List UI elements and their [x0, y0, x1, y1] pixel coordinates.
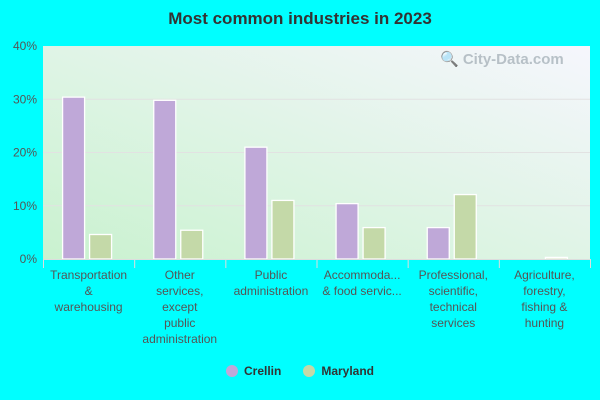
bar-crellin	[426, 226, 450, 260]
x-category-label: Transportation	[50, 268, 127, 282]
x-category-label: Public	[255, 268, 288, 282]
x-category-label: scientific,	[429, 284, 478, 298]
y-tick-label: 30%	[13, 92, 37, 106]
x-category-label: Accommoda...	[324, 268, 401, 282]
legend-label: Maryland	[321, 364, 375, 378]
bar-maryland	[544, 256, 569, 260]
x-category-label: public	[164, 316, 195, 330]
bar-maryland	[180, 229, 204, 260]
y-tick-label: 0%	[20, 252, 38, 266]
x-category-label: hunting	[525, 316, 564, 330]
legend-item-maryland[interactable]: Maryland	[303, 364, 374, 378]
x-category-label: services,	[156, 284, 203, 298]
bar-maryland	[271, 199, 295, 260]
bar-crellin	[153, 99, 177, 260]
legend-label: Crellin	[243, 364, 282, 378]
x-category-label: & food servic...	[322, 284, 401, 298]
x-category-label: Other	[165, 268, 195, 282]
bar-maryland	[453, 193, 477, 260]
legend-item-crellin[interactable]: Crellin	[225, 364, 282, 378]
chart-title: Most common industries in 2023	[168, 9, 432, 28]
x-category-label: forestry,	[523, 284, 565, 298]
x-category-label: Professional,	[419, 268, 488, 282]
x-category-label: Agriculture,	[514, 268, 575, 282]
y-tick-label: 10%	[13, 199, 37, 213]
bar-maryland	[362, 226, 386, 260]
x-category-label: warehousing	[54, 300, 123, 314]
watermark-logo: 🔍 City-Data.com	[440, 51, 564, 68]
bar-crellin	[61, 96, 86, 260]
x-category-label: administration	[142, 332, 217, 346]
bar-crellin	[335, 202, 359, 260]
x-category-label: administration	[234, 284, 309, 298]
bar-maryland	[88, 233, 113, 260]
x-category-label: fishing &	[521, 300, 567, 314]
y-tick-label: 20%	[13, 146, 37, 160]
x-category-label: except	[162, 300, 198, 314]
legend: Crellin Maryland	[0, 364, 600, 378]
x-category-label: technical	[430, 300, 477, 314]
x-category-label: &	[85, 284, 93, 298]
bar-crellin	[244, 146, 268, 260]
legend-swatch	[225, 365, 238, 377]
legend-swatch	[303, 365, 316, 377]
x-category-label: services	[431, 316, 475, 330]
y-tick-label: 40%	[13, 39, 37, 53]
